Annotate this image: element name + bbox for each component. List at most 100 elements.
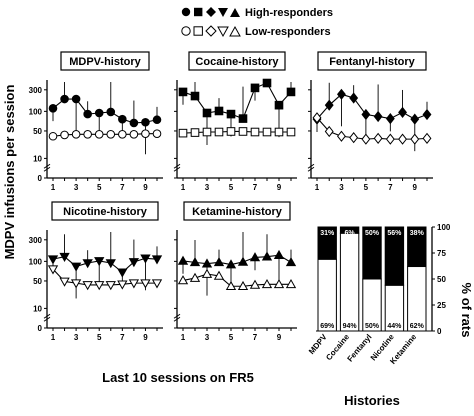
data-point	[118, 130, 127, 139]
series-high-responders	[177, 232, 297, 296]
x-tick-label: 1	[51, 183, 56, 192]
data-point	[285, 279, 297, 289]
bar-high-responders	[339, 226, 360, 234]
y-tick-label: 10	[33, 304, 42, 313]
bar-low-responders	[339, 232, 360, 332]
x-tick-label: 7	[120, 333, 125, 342]
data-point	[129, 118, 139, 128]
data-point	[190, 128, 200, 137]
data-point	[128, 258, 140, 268]
series-low-responders	[178, 127, 296, 138]
data-point	[117, 268, 128, 278]
data-point	[274, 127, 284, 137]
data-point	[151, 279, 163, 289]
legend-high-markers	[181, 7, 240, 17]
x-tick-label: 7	[253, 183, 258, 192]
data-point	[94, 281, 105, 291]
x-tick-label: 9	[413, 183, 418, 192]
series-low-responders	[312, 112, 432, 145]
panel-title: MDPV-history	[69, 56, 141, 68]
category-label: MDPV	[307, 332, 329, 356]
x-tick-label: 3	[205, 183, 210, 192]
data-point	[373, 110, 383, 123]
data-point	[71, 94, 81, 104]
bar-low-responders	[317, 258, 337, 332]
x-tick-label: 5	[229, 183, 234, 192]
series-line	[52, 98, 158, 124]
x-tick-label: 3	[205, 333, 210, 342]
legend: High-responders Low-responders	[181, 7, 333, 38]
y-tick-label: 50	[33, 277, 42, 286]
bar-high-responders	[362, 226, 382, 280]
data-point	[226, 127, 236, 136]
data-point	[274, 100, 284, 110]
bar-label-high: 56%	[387, 230, 402, 237]
data-point	[226, 109, 236, 119]
data-point	[398, 106, 407, 118]
y-tick-label: 10	[33, 154, 42, 163]
bar-high-responders	[384, 226, 405, 286]
bar-label-high: 6%	[345, 230, 356, 237]
series-line	[316, 93, 428, 120]
x-tick-label: 1	[315, 183, 320, 192]
bar-label-high: 38%	[410, 230, 425, 237]
x-tick-label: 5	[97, 333, 102, 342]
legend-low-label: Low-responders	[245, 26, 331, 38]
axis-break	[43, 166, 51, 172]
y-tick-label: 300	[29, 86, 43, 95]
panel-title: Nicotine-history	[63, 206, 148, 218]
series-line	[182, 254, 292, 266]
panel-2: 1 3 5 7 9 Cocaine-history	[173, 51, 297, 192]
panel-5: 1 3 5 7 9 Ketamine-history	[173, 201, 297, 342]
series-line	[52, 256, 158, 273]
bar-label-low: 69%	[320, 323, 335, 330]
series-high-responders	[178, 78, 296, 145]
x-tick-label: 5	[229, 333, 234, 342]
panel-title-box	[51, 201, 159, 221]
data-point	[385, 133, 395, 145]
bar-high-responders	[317, 226, 337, 260]
data-point	[152, 129, 162, 139]
data-point	[410, 113, 420, 125]
data-point	[141, 117, 150, 127]
axis-break	[173, 316, 181, 322]
data-point	[214, 106, 224, 116]
x-tick-label: 7	[388, 183, 393, 192]
x-axis-title: Last 10 sessions on FR5	[102, 370, 254, 385]
x-tick-label: 9	[143, 333, 148, 342]
data-point	[273, 279, 285, 289]
panel-bars: 025507510031%69%MDPV6%94%Cocaine50%50%Fe…	[307, 223, 451, 366]
data-point	[286, 87, 296, 97]
data-point	[94, 257, 105, 267]
bar-low-responders	[407, 266, 427, 332]
bar-label-high: 50%	[365, 230, 380, 237]
data-point	[106, 107, 116, 117]
data-point	[105, 259, 116, 269]
data-point	[59, 277, 70, 287]
data-point	[140, 279, 151, 289]
x-tick-label: 3	[74, 183, 79, 192]
x-tick-label: 9	[143, 183, 148, 192]
data-point	[202, 108, 212, 118]
bar-label-low: 44%	[387, 323, 402, 330]
series-line	[52, 268, 157, 286]
data-point	[225, 259, 237, 269]
x-tick-label: 5	[97, 183, 102, 192]
axis-break	[173, 313, 181, 319]
data-point	[398, 133, 407, 145]
data-point	[361, 108, 371, 121]
bar-label-low: 94%	[343, 323, 358, 330]
y-tick-label: 100	[29, 107, 43, 116]
data-point	[117, 280, 128, 290]
data-point	[118, 114, 127, 124]
series-line	[182, 130, 291, 134]
axis-break	[43, 163, 51, 169]
data-point	[237, 256, 249, 266]
y-tick-label: 50	[33, 127, 42, 136]
x-tick-label: 9	[277, 333, 282, 342]
data-point	[83, 130, 92, 139]
series-line	[52, 133, 157, 137]
data-point	[178, 87, 188, 97]
panel-title: Cocaine-history	[195, 56, 279, 68]
